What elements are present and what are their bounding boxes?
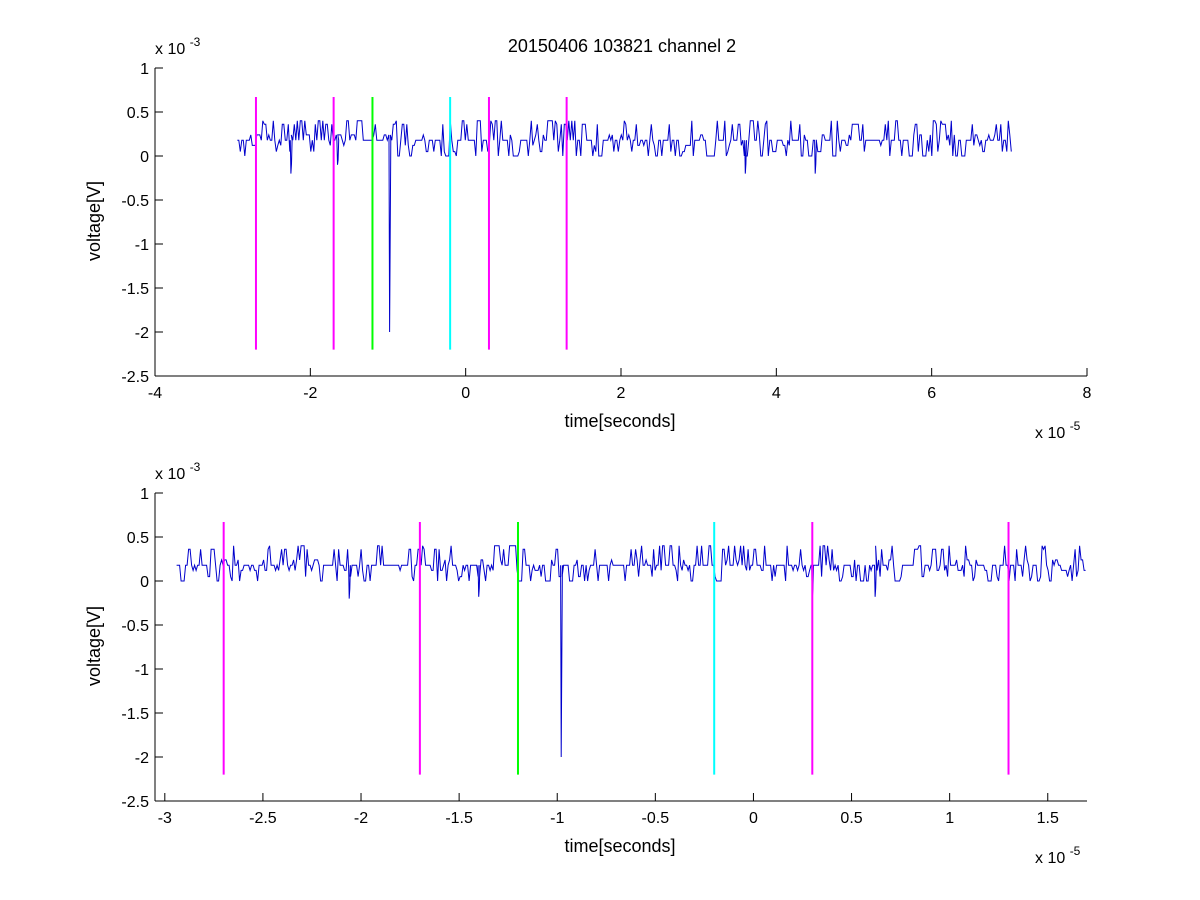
y-tick-label: 0 bbox=[140, 574, 149, 591]
x-axis-label: time[seconds] bbox=[564, 836, 675, 856]
y-axis-label: voltage[V] bbox=[84, 606, 104, 686]
x-exponent-power: -5 bbox=[1070, 419, 1081, 433]
y-tick-label: 0 bbox=[140, 149, 149, 166]
x-tick-label: 0 bbox=[749, 810, 758, 827]
y-tick-label: 0.5 bbox=[127, 530, 149, 547]
y-tick-label: 1 bbox=[140, 486, 149, 503]
y-exponent-power: -3 bbox=[190, 460, 201, 474]
y-exponent-label: x 10 -3 bbox=[155, 35, 201, 58]
y-tick-label: -2 bbox=[135, 325, 149, 342]
y-tick-label: 1 bbox=[140, 61, 149, 78]
y-axis-label: voltage[V] bbox=[84, 181, 104, 261]
y-tick-label: -2.5 bbox=[121, 794, 149, 811]
x-tick-label: 0 bbox=[461, 385, 470, 402]
y-tick-label: -2 bbox=[135, 750, 149, 767]
y-exponent-power: -3 bbox=[190, 35, 201, 49]
x-tick-label: -2.5 bbox=[249, 810, 277, 827]
y-tick-label: 0.5 bbox=[127, 105, 149, 122]
y-tick-label: -1 bbox=[135, 237, 149, 254]
x-tick-label: -0.5 bbox=[642, 810, 670, 827]
bottom-chart: -2.5 -2 -1.5 -1 -0.5 0 0.5 1 -3 -2.5 -2 -1.5 -1 -0.5 0… bbox=[84, 460, 1087, 867]
x-tick-label: -1.5 bbox=[445, 810, 473, 827]
x-tick-label: -1 bbox=[550, 810, 564, 827]
y-exponent-base: x 10 bbox=[155, 466, 190, 483]
y-exponent-label: x 10 -3 bbox=[155, 460, 201, 483]
y-tick-label: -1 bbox=[135, 662, 149, 679]
x-tick-label: 1.5 bbox=[1037, 810, 1059, 827]
x-exponent-base: x 10 bbox=[1035, 425, 1070, 442]
x-exponent-label: x 10 -5 bbox=[1035, 844, 1081, 867]
x-tick-label: -3 bbox=[158, 810, 172, 827]
chart-title: 20150406 103821 channel 2 bbox=[508, 36, 736, 56]
y-tick-label: -0.5 bbox=[121, 193, 149, 210]
x-tick-label: 6 bbox=[927, 385, 936, 402]
y-tick-label: -2.5 bbox=[121, 369, 149, 386]
x-tick-label: 8 bbox=[1083, 385, 1092, 402]
x-axis-label: time[seconds] bbox=[564, 411, 675, 431]
x-tick-label: 2 bbox=[617, 385, 626, 402]
y-tick-label: -1.5 bbox=[121, 706, 149, 723]
x-tick-label: 0.5 bbox=[840, 810, 862, 827]
x-tick-label: 1 bbox=[945, 810, 954, 827]
signal-trace bbox=[176, 545, 1086, 758]
y-tick-label: -1.5 bbox=[121, 281, 149, 298]
x-exponent-label: x 10 -5 bbox=[1035, 419, 1081, 442]
x-tick-label: -2 bbox=[303, 385, 317, 402]
top-chart: -2.5-2-1.5-1-0.500.51-4 -2 0 2 4 6 8x 10 -3x 1… bbox=[84, 35, 1092, 442]
x-exponent-power: -5 bbox=[1070, 844, 1081, 858]
x-exponent-base: x 10 bbox=[1035, 850, 1070, 867]
y-exponent-base: x 10 bbox=[155, 41, 190, 58]
signal-trace bbox=[237, 120, 1012, 333]
x-tick-label: -4 bbox=[148, 385, 162, 402]
y-tick-label: -0.5 bbox=[121, 618, 149, 635]
x-tick-label: -2 bbox=[354, 810, 368, 827]
x-tick-label: 4 bbox=[772, 385, 781, 402]
